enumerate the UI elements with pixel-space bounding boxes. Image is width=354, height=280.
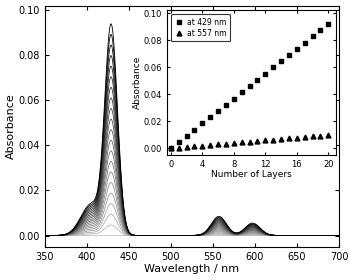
X-axis label: Wavelength / nm: Wavelength / nm [144, 264, 240, 274]
Y-axis label: Absorbance: Absorbance [6, 93, 16, 159]
